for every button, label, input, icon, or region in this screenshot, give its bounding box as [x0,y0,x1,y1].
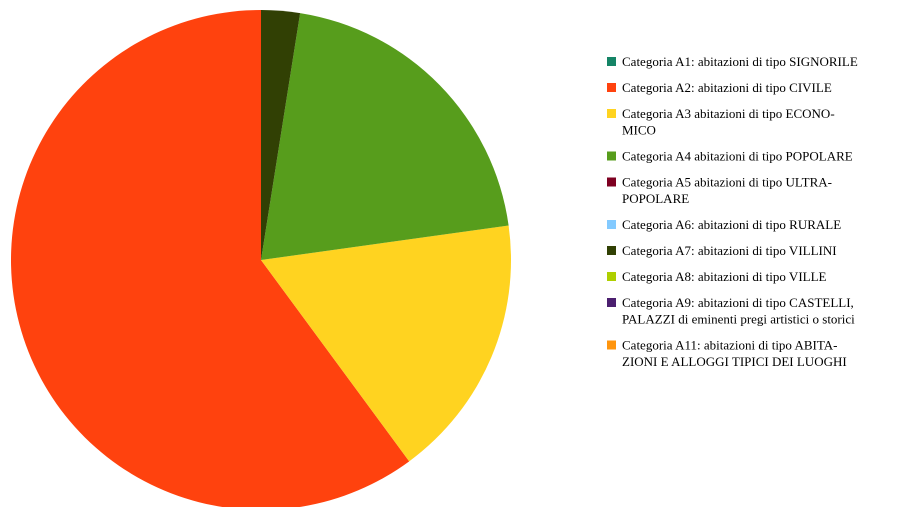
legend-swatch [607,298,616,307]
legend-swatch [607,340,616,350]
pie-slice [261,225,511,462]
legend-swatch [607,246,616,255]
legend-swatch [607,177,616,187]
pie-slice [11,10,410,507]
legend-swatch [607,151,616,161]
pie-slice [261,13,509,261]
legend-label: Categoria A3 abitazioni di tipo ECONO-MI… [622,106,835,138]
legend-label: Categoria A1: abitazioni di tipo SIGNORI… [622,54,858,69]
legend-label: Categoria A5 abitazioni di tipo ULTRA-PO… [622,175,832,207]
legend-label: Categoria A11: abitazioni di tipo ABITA-… [622,338,847,370]
legend-label: Categoria A9: abitazioni di tipo CASTELL… [622,295,855,327]
legend-swatch [607,109,616,118]
pie-slice [261,10,301,260]
legend-label: Categoria A2: abitazioni di tipo CIVILE [622,80,832,95]
legend-swatch [607,57,616,66]
legend-label: Categoria A8: abitazioni di tipo VILLE [622,269,827,284]
legend-swatch [607,83,616,92]
legend-swatch [607,220,616,229]
legend-swatch [607,272,616,281]
legend-label: Categoria A6: abitazioni di tipo RURALE [622,217,841,232]
legend-label: Categoria A4 abitazioni di tipo POPOLARE [622,149,853,164]
legend-label: Categoria A7: abitazioni di tipo VILLINI [622,243,837,258]
